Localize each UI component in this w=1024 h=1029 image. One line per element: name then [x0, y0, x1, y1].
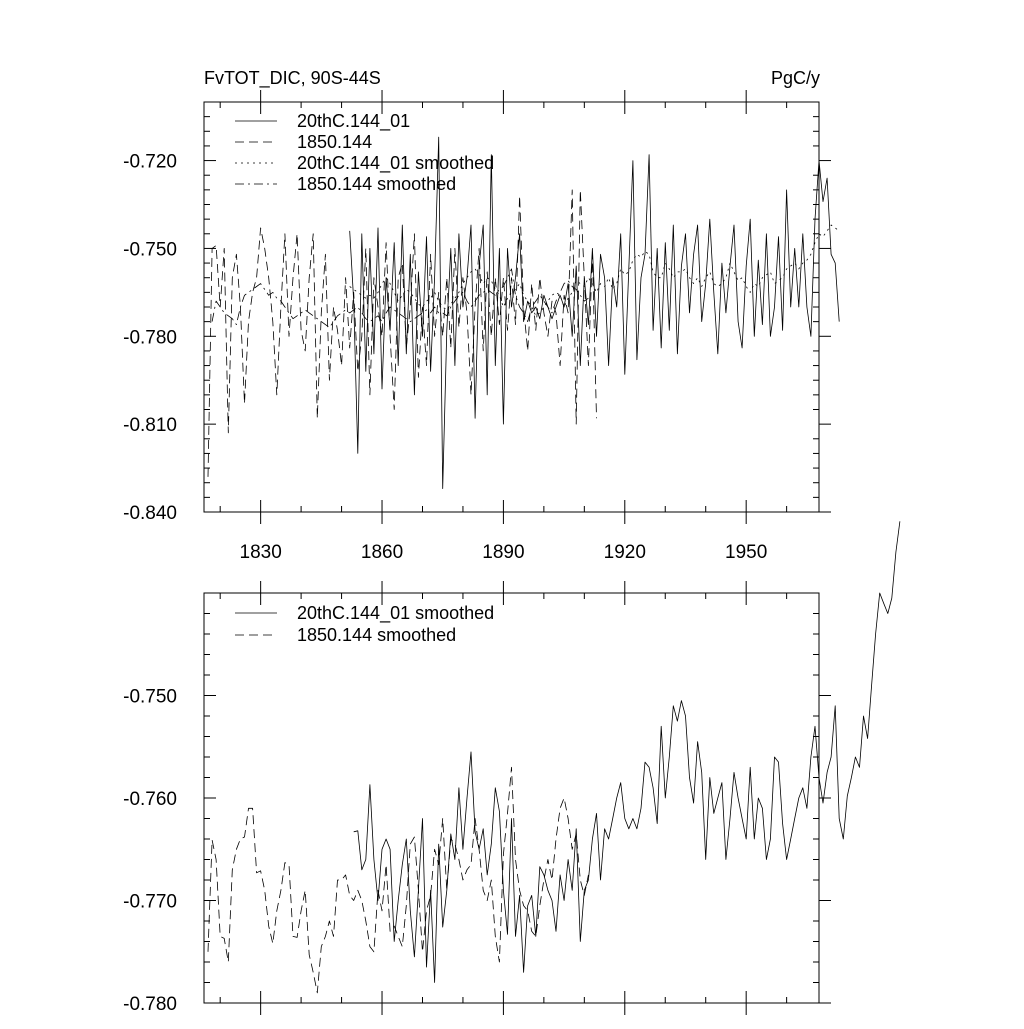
- top-y-tick-label: -0.720: [123, 152, 177, 173]
- bottom-legend-label-1: 20thC.144_01 smoothed: [297, 603, 494, 624]
- top-series-line-1: [349, 136, 840, 490]
- bottom-y-tick-label: -0.760: [123, 789, 177, 810]
- bottom-chart-panel: -0.780 -0.770 -0.760 -0.750 20thC.144_01 smo…: [123, 521, 901, 1015]
- top-series-line-4: [211, 268, 589, 328]
- bottom-series-line-2: [207, 766, 589, 994]
- top-y-tick-label: -0.750: [123, 239, 177, 260]
- top-chart-title: FvTOT_DIC, 90S-44S: [204, 68, 381, 89]
- top-x-tick-label: 1830: [240, 542, 282, 563]
- top-series-line-3: [349, 224, 840, 317]
- bottom-y-tick-label: -0.770: [123, 892, 177, 913]
- bottom-series-line-1: [353, 521, 901, 983]
- top-y-tick-label: -0.810: [123, 415, 177, 436]
- top-chart-units: PgC/y: [771, 68, 820, 88]
- top-y-tick-label: -0.780: [123, 327, 177, 348]
- top-series-line-2: [207, 189, 597, 477]
- top-legend-label-2: 1850.144: [297, 132, 372, 152]
- bottom-legend-label-2: 1850.144 smoothed: [297, 625, 456, 645]
- top-x-tick-label: 1950: [725, 542, 767, 563]
- top-x-tick-label: 1920: [604, 542, 646, 563]
- top-legend-label-1: 20thC.144_01: [297, 111, 410, 132]
- top-y-tick-label: -0.840: [123, 503, 177, 524]
- top-x-tick-label: 1860: [361, 542, 403, 563]
- top-x-tick-label: 1890: [482, 542, 524, 563]
- bottom-y-tick-label: -0.780: [123, 994, 177, 1015]
- top-chart-panel: 1830 1860 1890 1920 1950 -0.840 -0.810 -0.780 -0…: [123, 90, 840, 563]
- top-legend-label-4: 1850.144 smoothed: [297, 174, 456, 194]
- top-legend-label-3: 20thC.144_01 smoothed: [297, 153, 494, 174]
- bottom-y-tick-label: -0.750: [123, 687, 177, 708]
